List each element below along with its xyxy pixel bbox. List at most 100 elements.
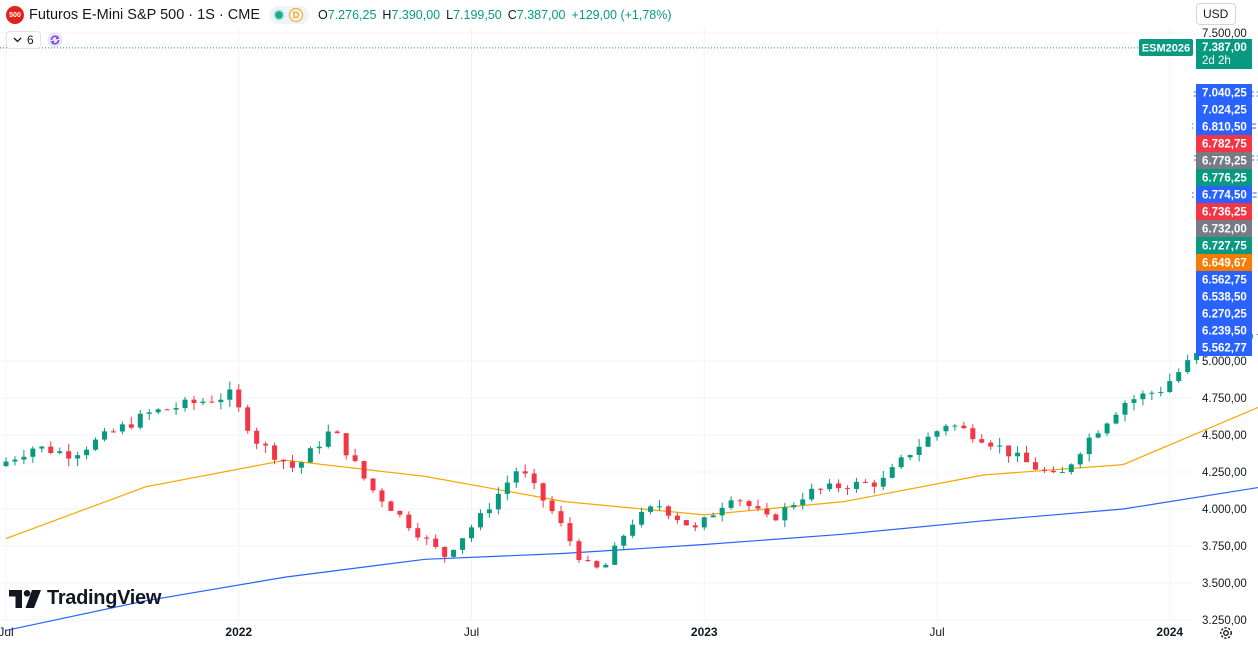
price-tag xyxy=(1196,237,1252,254)
indicators-row: 6 xyxy=(6,31,64,49)
open-value: 7.276,25 xyxy=(327,8,377,22)
candle-body xyxy=(1006,445,1012,457)
price-axis[interactable]: 3.250,00 3.500,00 3.750,00 4.000,00 4.250,00… xyxy=(1202,28,1247,627)
price-tag xyxy=(1196,101,1252,118)
candle-body xyxy=(146,412,152,414)
price-tag-text: 6.239,50 xyxy=(1202,326,1247,338)
indicators-toggle-button[interactable]: 6 xyxy=(6,31,41,49)
price-tag-text: 6.779,25 xyxy=(1202,156,1247,168)
candle-body xyxy=(719,507,725,516)
price-tag-text: 5.562,77 xyxy=(1202,343,1247,355)
candle-body xyxy=(57,451,63,454)
candle-body xyxy=(334,431,340,434)
candle-body xyxy=(12,459,18,462)
candle-body xyxy=(531,473,537,484)
candle-body xyxy=(1194,353,1200,361)
candle-body xyxy=(791,504,797,508)
close-label: C xyxy=(507,8,517,22)
high-label: H xyxy=(382,8,392,22)
symbol-title[interactable]: Futuros E-Mini S&P 500 · 1S · CME xyxy=(29,7,261,23)
candle-body xyxy=(1086,437,1092,455)
candle-body xyxy=(1041,469,1047,471)
candle-body xyxy=(540,483,546,501)
candle-body xyxy=(1015,452,1021,457)
x-tick-label: Jul xyxy=(0,625,14,639)
candle-body xyxy=(988,442,994,447)
chart-header: 500 Futuros E-Mini S&P 500 · 1S · CME D … xyxy=(6,5,672,25)
candle-body xyxy=(307,448,313,463)
price-tag xyxy=(1196,152,1252,169)
candle-body xyxy=(352,455,358,462)
candle-body xyxy=(325,431,331,447)
candle-body xyxy=(379,490,385,502)
price-tag xyxy=(1196,118,1252,135)
y-tick-label: 4.000,00 xyxy=(1202,504,1247,516)
candle-body xyxy=(289,461,295,468)
delayed-data-icon: D xyxy=(289,8,304,22)
candle-body xyxy=(585,559,591,562)
x-tick-label: Jul xyxy=(464,625,479,639)
candle-body xyxy=(844,488,850,490)
candle-body xyxy=(451,549,457,557)
settings-gear-icon[interactable] xyxy=(1218,625,1234,641)
candle-body xyxy=(692,525,698,528)
candle-body xyxy=(970,428,976,440)
candle-body xyxy=(486,509,492,514)
candle-body xyxy=(612,545,618,565)
x-tick-label: 2022 xyxy=(225,625,252,639)
low-value: 7.199,50 xyxy=(453,8,502,22)
price-tag-text: 6.649,67 xyxy=(1202,258,1247,270)
candle-body xyxy=(101,431,107,440)
price-tag xyxy=(1196,254,1252,271)
candle-body xyxy=(737,500,743,502)
chevron-down-icon xyxy=(13,37,22,43)
currency-button[interactable]: USD xyxy=(1196,3,1236,25)
candle-body xyxy=(656,506,662,508)
candle-body xyxy=(648,506,654,512)
candle-body xyxy=(1256,334,1258,336)
price-tag-text: 6.776,25 xyxy=(1202,173,1247,185)
candle-body xyxy=(630,524,636,536)
candle-body xyxy=(236,389,242,408)
candle-body xyxy=(1032,462,1038,470)
x-tick-label: 2023 xyxy=(691,625,718,639)
candle-body xyxy=(710,515,716,518)
price-tag xyxy=(1196,186,1252,203)
price-tag xyxy=(1196,169,1252,186)
low-label: L xyxy=(446,8,454,22)
candle-body xyxy=(254,430,260,444)
candle-body xyxy=(836,483,842,489)
candle-body xyxy=(218,399,224,403)
status-pill[interactable]: D xyxy=(269,6,310,24)
price-tag-text: 6.736,25 xyxy=(1202,207,1247,219)
candle-body xyxy=(128,424,134,428)
candle-body xyxy=(997,445,1003,447)
candle-body xyxy=(916,446,922,455)
candle-body xyxy=(800,499,806,505)
price-tag xyxy=(1196,135,1252,152)
candle-body xyxy=(522,471,528,474)
candle-body xyxy=(925,436,931,447)
symbol-tag xyxy=(1139,39,1193,56)
symbol-tag-text: ESM2026 xyxy=(1142,43,1190,55)
refresh-icon[interactable] xyxy=(47,32,64,49)
candle-body xyxy=(773,514,779,521)
candle-body xyxy=(1185,360,1191,373)
candle-body xyxy=(137,413,143,428)
candle-body xyxy=(827,483,833,490)
indicators-count: 6 xyxy=(27,33,34,47)
candle-body xyxy=(809,488,815,500)
tradingview-logo[interactable]: TradingView xyxy=(9,587,161,610)
price-tag-text: 6.810,50 xyxy=(1202,122,1247,134)
open-label: O xyxy=(318,8,328,22)
price-tag-text: 7.040,25 xyxy=(1202,88,1247,100)
candle-body xyxy=(281,459,287,462)
candle-body xyxy=(245,407,251,431)
candle-body xyxy=(603,564,609,568)
candle-body xyxy=(406,514,412,529)
price-tag xyxy=(1196,288,1252,305)
time-axis[interactable]: Jul2022Jul2023Jul2024Jul2025Jul2026Jul xyxy=(0,625,1258,639)
candle-body xyxy=(495,493,501,510)
